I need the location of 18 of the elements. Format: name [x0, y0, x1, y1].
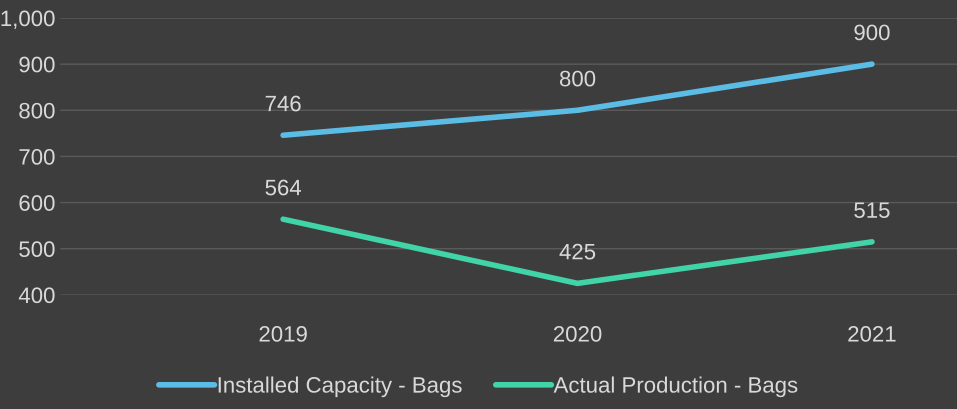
y-tick-label: 800	[19, 102, 55, 119]
y-tick-label: 700	[19, 148, 55, 165]
y-tick-label: 400	[18, 287, 55, 304]
y-tick-label: 500	[19, 241, 55, 258]
data-label: 800	[560, 70, 596, 86]
data-label: 515	[854, 202, 890, 218]
legend-label: Installed Capacity - Bags	[218, 376, 462, 398]
y-tick-label: 600	[19, 195, 55, 211]
x-tick-label: 2019	[260, 326, 307, 342]
legend-label: Actual Production - Bags	[554, 376, 798, 398]
y-tick-label: 1,000	[2, 10, 55, 29]
x-tick-label: 2021	[848, 326, 896, 342]
data-label: 900	[854, 24, 890, 40]
data-label: 746	[266, 96, 301, 112]
x-tick-label: 2020	[554, 326, 602, 342]
data-label: 425	[560, 244, 596, 260]
data-label: 564	[265, 180, 302, 196]
y-tick-label: 900	[19, 56, 55, 72]
